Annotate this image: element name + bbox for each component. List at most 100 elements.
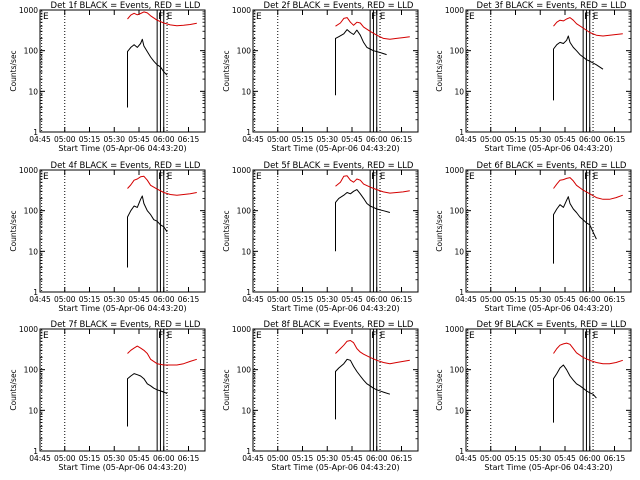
x-tick-label: 05:15 [292,295,314,304]
x-tick-label: 05:15 [505,454,527,463]
y-tick-label: 1000 [232,166,251,175]
flag-label: F [584,172,589,182]
y-tick-label: 10 [454,406,464,415]
events-series-line [127,373,168,427]
chart-title: Det 6f BLACK = Events, RED = LLD [477,161,627,171]
flag-label: E [380,331,386,341]
y-tick-label: 10 [454,87,464,96]
x-tick-label: 05:00 [480,295,502,304]
y-tick-label: 100 [24,47,39,56]
flag-label: E [256,172,262,182]
y-tick-label: 10 [454,247,464,256]
chart-title: Det 8f BLACK = Events, RED = LLD [264,320,414,330]
flag-label: E [43,12,49,22]
chart-title: Det 7f BLACK = Events, RED = LLD [51,320,201,330]
y-axis-label: Counts/sec [435,369,444,410]
chart-title: Det 9f BLACK = Events, RED = LLD [477,320,627,330]
chart-title: Det 1f BLACK = Events, RED = LLD [51,1,201,11]
x-tick-label: 06:15 [178,295,200,304]
y-axis-label: Counts/sec [9,50,18,91]
x-tick-label: 06:00 [579,295,601,304]
x-tick-label: 05:30 [316,295,338,304]
x-tick-label: 04:45 [455,295,477,304]
flag-label: F [584,12,589,22]
y-tick-label: 100 [24,366,39,375]
y-axis-label: Counts/sec [222,50,231,91]
flag-label: F [371,12,376,22]
events-series-line [335,29,387,96]
events-series-line [335,189,391,252]
y-tick-label: 1000 [445,166,464,175]
x-tick-label: 04:45 [242,295,264,304]
x-tick-label: 05:00 [267,135,289,144]
y-tick-label: 1 [459,288,464,297]
x-tick-label: 06:00 [153,295,175,304]
x-tick-label: 05:00 [267,454,289,463]
flag-label: E [469,172,475,182]
x-tick-label: 05:45 [341,295,363,304]
plot-frame [39,9,206,133]
y-tick-label: 1000 [19,166,38,175]
x-axis-label: Start Time (05-Apr-06 04:43:20) [58,304,186,313]
y-tick-label: 100 [24,207,39,216]
x-tick-label: 06:00 [153,454,175,463]
events-series-line [127,195,168,268]
events-series-line [553,196,597,264]
flag-label: E [256,12,262,22]
flag-label: F [158,331,163,341]
x-tick-label: 05:00 [54,454,76,463]
x-tick-label: 04:45 [29,295,51,304]
y-tick-label: 1 [459,128,464,137]
y-tick-label: 100 [237,207,252,216]
x-tick-label: 05:45 [554,454,576,463]
x-tick-label: 05:30 [103,454,125,463]
y-tick-label: 1 [246,447,251,456]
lld-series-line [335,340,410,365]
flag-label: F [371,331,376,341]
lld-series-line [127,11,197,27]
x-axis-label: Start Time (05-Apr-06 04:43:20) [484,144,612,153]
y-tick-label: 1000 [445,325,464,334]
x-tick-label: 05:30 [529,295,551,304]
plot-frame [39,328,206,452]
x-tick-label: 05:45 [554,135,576,144]
chart-title: Det 2f BLACK = Events, RED = LLD [264,1,414,11]
x-tick-label: 06:15 [391,135,413,144]
x-tick-label: 06:00 [579,454,601,463]
x-tick-label: 05:15 [79,454,101,463]
y-tick-label: 100 [450,207,465,216]
x-tick-label: 06:15 [391,295,413,304]
x-tick-label: 05:00 [480,135,502,144]
lld-series-line [553,342,623,365]
x-tick-label: 05:45 [128,295,150,304]
flag-label: E [380,12,386,22]
x-tick-label: 04:45 [29,135,51,144]
flag-label: E [593,172,599,182]
x-tick-label: 06:00 [366,454,388,463]
flag-label: F [371,172,376,182]
x-axis-label: Start Time (05-Apr-06 04:43:20) [58,463,186,472]
x-tick-label: 05:15 [79,135,101,144]
flag-label: E [43,331,49,341]
x-tick-label: 06:15 [391,454,413,463]
x-tick-label: 04:45 [242,135,264,144]
y-axis-label: Counts/sec [222,369,231,410]
flag-label: E [43,172,49,182]
flag-label: E [593,331,599,341]
x-tick-label: 05:45 [341,454,363,463]
flag-label: E [167,12,173,22]
y-axis-label: Counts/sec [222,210,231,251]
y-tick-label: 1 [246,128,251,137]
y-tick-label: 1000 [19,325,38,334]
flag-label: E [380,172,386,182]
x-tick-label: 05:15 [292,135,314,144]
flag-label: E [167,331,173,341]
x-tick-label: 05:30 [529,454,551,463]
chart-title: Det 5f BLACK = Events, RED = LLD [264,161,414,171]
y-tick-label: 100 [237,47,252,56]
x-tick-label: 05:00 [480,454,502,463]
x-tick-label: 05:30 [316,135,338,144]
